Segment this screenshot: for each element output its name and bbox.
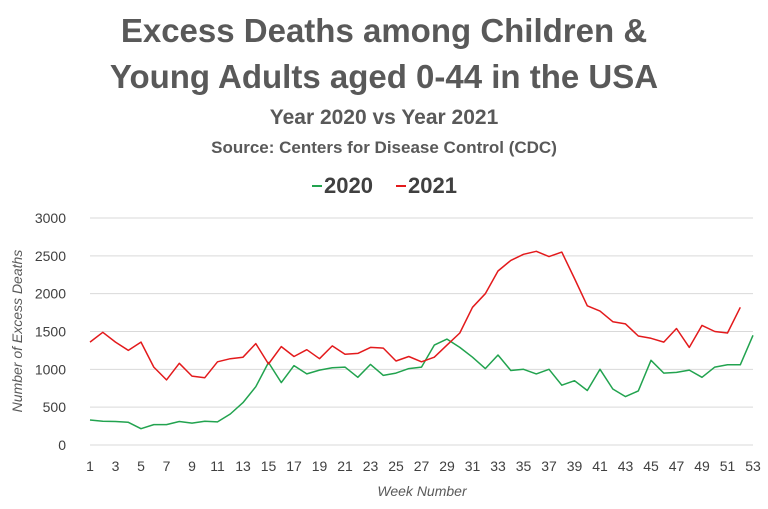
x-tick-label: 41 [592, 458, 608, 474]
legend-label-2020: 2020 [324, 173, 373, 198]
y-axis-ticks: 0 500 1000 1500 2000 2500 3000 [35, 210, 66, 453]
x-tick-label: 25 [388, 458, 404, 474]
x-tick-label: 33 [490, 458, 506, 474]
x-tick-label: 3 [112, 458, 120, 474]
x-tick-label: 35 [516, 458, 532, 474]
x-tick-label: 53 [745, 458, 761, 474]
x-tick-label: 13 [235, 458, 251, 474]
y-tick-label: 2500 [35, 248, 66, 264]
legend: 2020 2021 [312, 173, 457, 198]
x-tick-label: 23 [363, 458, 379, 474]
chart-title-line1: Excess Deaths among Children & [121, 12, 647, 49]
y-tick-label: 1000 [35, 361, 66, 377]
y-axis-label: Number of Excess Deaths [9, 250, 25, 413]
x-tick-label: 27 [414, 458, 430, 474]
x-tick-label: 47 [669, 458, 685, 474]
x-tick-label: 39 [567, 458, 583, 474]
series-lines [89, 250, 754, 430]
y-tick-label: 500 [43, 399, 67, 415]
x-tick-label: 15 [261, 458, 277, 474]
x-tick-label: 1 [86, 458, 94, 474]
chart-title-line2: Young Adults aged 0-44 in the USA [110, 58, 658, 95]
x-tick-label: 43 [618, 458, 634, 474]
x-axis-ticks: 1 3 5 7 9 11 13 15 17 19 21 23 25 27 29 31 33 35 37 39 41 43 4… [86, 458, 761, 474]
x-tick-label: 11 [210, 458, 225, 474]
chart-subtitle: Year 2020 vs Year 2021 [270, 106, 499, 129]
x-tick-label: 21 [337, 458, 353, 474]
x-tick-label: 7 [163, 458, 171, 474]
x-tick-label: 5 [137, 458, 145, 474]
x-tick-label: 19 [312, 458, 328, 474]
y-tick-label: 0 [58, 437, 66, 453]
x-tick-label: 51 [720, 458, 736, 474]
x-tick-label: 45 [643, 458, 659, 474]
x-tick-label: 37 [541, 458, 557, 474]
x-axis-label: Week Number [377, 483, 468, 499]
y-tick-label: 2000 [35, 286, 66, 302]
y-tick-label: 3000 [35, 210, 66, 226]
x-tick-label: 9 [188, 458, 196, 474]
gridlines [90, 217, 753, 446]
series-line-2021 [89, 250, 741, 381]
x-tick-label: 31 [465, 458, 481, 474]
y-tick-label: 1500 [35, 324, 66, 340]
x-tick-label: 49 [694, 458, 710, 474]
legend-label-2021: 2021 [408, 173, 457, 198]
series-line-2020 [89, 335, 754, 430]
chart-source: Source: Centers for Disease Control (CDC… [211, 138, 557, 157]
x-tick-label: 17 [286, 458, 302, 474]
x-tick-label: 29 [439, 458, 455, 474]
